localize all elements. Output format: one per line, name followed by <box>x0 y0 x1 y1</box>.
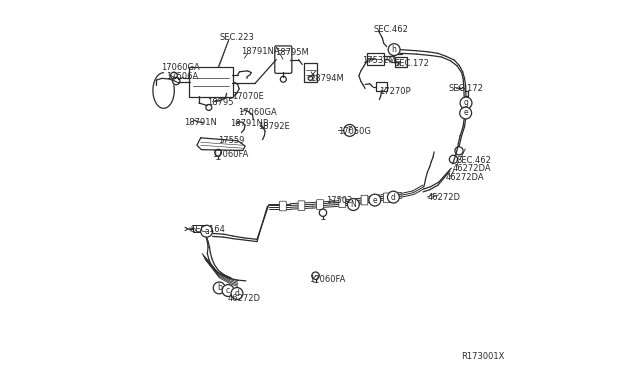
Text: 18792E: 18792E <box>258 122 289 131</box>
Text: 46272D: 46272D <box>228 294 261 303</box>
Circle shape <box>231 288 243 299</box>
Text: F: F <box>348 126 352 135</box>
Text: 18794M: 18794M <box>310 74 344 83</box>
FancyBboxPatch shape <box>395 57 408 67</box>
Circle shape <box>460 107 472 119</box>
Text: 17060GA: 17060GA <box>237 108 276 117</box>
Circle shape <box>388 44 400 55</box>
Text: 17070E: 17070E <box>232 92 264 101</box>
FancyBboxPatch shape <box>317 200 323 209</box>
Text: 17532M: 17532M <box>362 56 396 65</box>
Text: 18795: 18795 <box>207 98 234 107</box>
Text: b: b <box>217 283 221 292</box>
Text: N: N <box>351 200 356 209</box>
Text: 17559: 17559 <box>218 135 244 145</box>
Text: c: c <box>226 286 230 295</box>
Circle shape <box>387 191 399 203</box>
FancyBboxPatch shape <box>304 63 317 82</box>
Text: SEC.223: SEC.223 <box>220 33 255 42</box>
Text: R173001X: R173001X <box>461 352 505 361</box>
Text: SEC.164: SEC.164 <box>190 225 225 234</box>
Text: 17060GA: 17060GA <box>161 63 200 72</box>
Text: g: g <box>463 99 468 108</box>
Text: 17050G: 17050G <box>338 126 371 136</box>
FancyBboxPatch shape <box>367 52 384 65</box>
Text: 17060FA: 17060FA <box>309 275 345 284</box>
Text: 17270P: 17270P <box>380 87 411 96</box>
FancyBboxPatch shape <box>339 198 346 208</box>
Text: d: d <box>234 289 239 298</box>
Circle shape <box>344 125 356 137</box>
Text: SEC.172: SEC.172 <box>394 59 429 68</box>
FancyBboxPatch shape <box>189 67 233 97</box>
Text: 18791N: 18791N <box>184 119 217 128</box>
Text: 17502: 17502 <box>326 196 352 205</box>
Circle shape <box>213 282 225 294</box>
Text: 18791NB: 18791NB <box>230 119 269 128</box>
Text: 46272DA: 46272DA <box>446 173 484 182</box>
Circle shape <box>348 199 359 211</box>
FancyBboxPatch shape <box>193 225 202 232</box>
Text: 18795M: 18795M <box>276 48 309 57</box>
FancyBboxPatch shape <box>280 201 286 211</box>
Text: 46272DA: 46272DA <box>452 164 492 173</box>
Text: e: e <box>463 109 468 118</box>
Text: e: e <box>372 196 377 205</box>
Circle shape <box>222 285 234 296</box>
Text: 46272D: 46272D <box>428 193 460 202</box>
Text: SEC.462: SEC.462 <box>373 25 408 34</box>
FancyBboxPatch shape <box>275 46 292 73</box>
FancyBboxPatch shape <box>361 195 368 205</box>
Text: d: d <box>391 193 396 202</box>
Text: a: a <box>204 227 209 236</box>
FancyBboxPatch shape <box>376 82 387 91</box>
Text: 18791NA: 18791NA <box>241 47 280 56</box>
Text: 17060FA: 17060FA <box>212 150 249 159</box>
FancyBboxPatch shape <box>298 201 305 211</box>
Circle shape <box>460 97 472 109</box>
Text: SEC.462: SEC.462 <box>456 155 492 164</box>
Circle shape <box>369 194 381 206</box>
Circle shape <box>201 225 212 237</box>
Text: SEC.172: SEC.172 <box>449 84 484 93</box>
FancyBboxPatch shape <box>383 193 390 203</box>
Text: 17506A: 17506A <box>166 72 198 81</box>
Text: h: h <box>392 45 397 54</box>
